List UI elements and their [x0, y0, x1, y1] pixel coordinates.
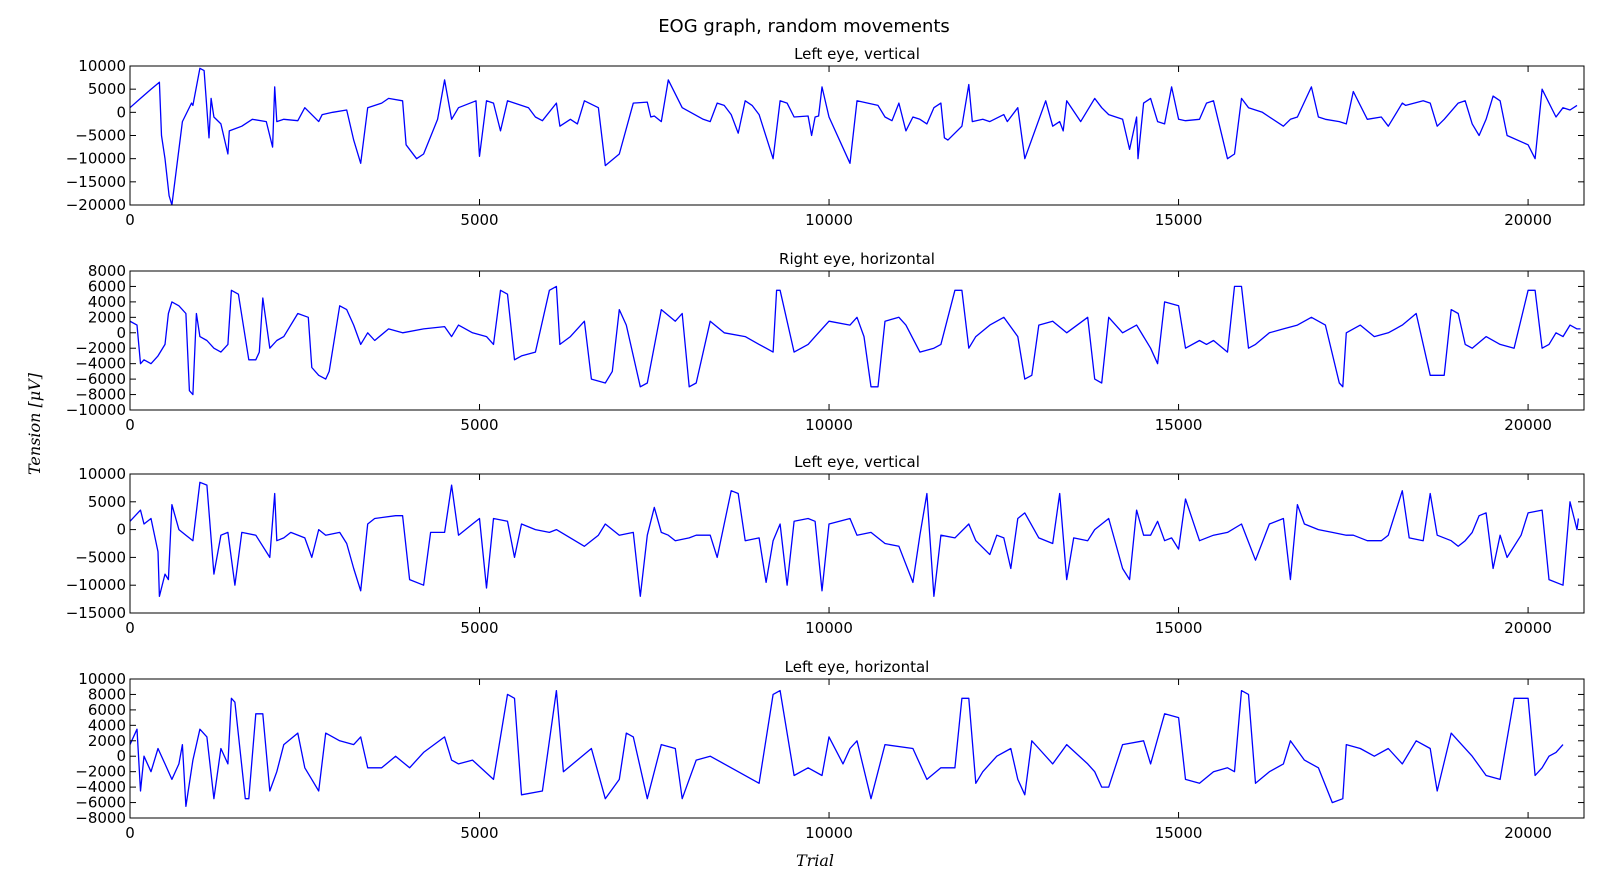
y-tick-label: −8000 — [75, 809, 126, 827]
x-tick-label: 5000 — [460, 211, 498, 229]
subplot-title: Left eye, horizontal — [785, 658, 930, 676]
y-tick-label: 0 — [116, 521, 126, 539]
x-tick-label: 15000 — [1155, 211, 1203, 229]
y-tick-label: −10000 — [66, 150, 126, 168]
signal-line — [130, 689, 1564, 808]
x-tick-label: 20000 — [1504, 824, 1552, 842]
x-tick-label: 10000 — [805, 211, 853, 229]
y-tick-label: −6000 — [75, 370, 126, 388]
y-axis-label: Tension [μV] — [25, 372, 44, 475]
y-tick-label: −8000 — [75, 386, 126, 404]
x-tick-label: 10000 — [805, 619, 853, 637]
y-tick-label: 2000 — [88, 732, 126, 750]
subplot-3: Left eye, vertical −15000 −10000 −5000 0 5000… — [66, 453, 1585, 637]
signal-line — [130, 285, 1581, 396]
y-tick-label: 10000 — [78, 57, 126, 75]
y-tick-label: −10000 — [66, 401, 126, 419]
signal-line — [130, 67, 1578, 205]
subplot-title: Left eye, vertical — [794, 453, 920, 471]
x-tick-label: 20000 — [1504, 619, 1552, 637]
y-tick-label: −4000 — [75, 778, 126, 796]
y-tick-label: −15000 — [66, 604, 126, 622]
figure-title: EOG graph, random movements — [658, 16, 950, 37]
y-tick-label: 0 — [116, 324, 126, 342]
axes-frame — [129, 65, 1585, 206]
x-tick-label: 5000 — [460, 824, 498, 842]
y-tick-label: 6000 — [88, 277, 126, 295]
x-tick-label: 10000 — [805, 824, 853, 842]
axes-frame — [129, 270, 1585, 411]
subplot-2: Right eye, horizontal −10000−8000−6000−40… — [66, 250, 1585, 434]
y-tick-label: −5000 — [75, 548, 126, 566]
y-tick-label: 10000 — [78, 670, 126, 688]
y-tick-label: 0 — [116, 103, 126, 121]
y-tick-label: −15000 — [66, 173, 126, 191]
y-tick-label: 5000 — [88, 493, 126, 511]
y-tick-label: −6000 — [75, 794, 126, 812]
subplot-title: Right eye, horizontal — [779, 250, 935, 268]
x-tick-label: 5000 — [460, 619, 498, 637]
axes-frame — [129, 473, 1585, 614]
y-tick-label: 8000 — [88, 262, 126, 280]
x-tick-label: 0 — [125, 416, 135, 434]
y-tick-label: 6000 — [88, 701, 126, 719]
subplot-title: Left eye, vertical — [794, 45, 920, 63]
x-tick-label: 15000 — [1155, 619, 1203, 637]
axes-frame — [129, 678, 1585, 819]
x-tick-label: 5000 — [460, 416, 498, 434]
y-tick-label: 2000 — [88, 308, 126, 326]
subplot-1: Left eye, vertical −20000 −15000 −10000 −500… — [66, 45, 1585, 229]
x-tick-label: 0 — [125, 211, 135, 229]
x-tick-label: 10000 — [805, 416, 853, 434]
y-tick-label: −5000 — [75, 127, 126, 145]
y-tick-label: 10000 — [78, 465, 126, 483]
y-tick-label: 4000 — [88, 716, 126, 734]
x-tick-label: 20000 — [1504, 211, 1552, 229]
x-tick-label: 15000 — [1155, 824, 1203, 842]
y-tick-label: −20000 — [66, 196, 126, 214]
y-tick-label: 0 — [116, 747, 126, 765]
y-tick-label: 5000 — [88, 80, 126, 98]
y-tick-label: −10000 — [66, 576, 126, 594]
x-tick-label: 15000 — [1155, 416, 1203, 434]
y-tick-label: −2000 — [75, 763, 126, 781]
y-tick-label: −4000 — [75, 355, 126, 373]
y-tick-label: 8000 — [88, 685, 126, 703]
x-tick-label: 20000 — [1504, 416, 1552, 434]
x-axis-label: Trial — [796, 851, 834, 870]
y-tick-label: 4000 — [88, 293, 126, 311]
signal-line — [130, 481, 1580, 597]
x-tick-label: 0 — [125, 619, 135, 637]
y-tick-label: −2000 — [75, 339, 126, 357]
subplot-panels: Left eye, vertical−20000−15000−10000−500… — [66, 45, 1585, 842]
subplot-4: Left eye, horizontal −8000−6000−4000−2000… — [75, 658, 1585, 842]
x-tick-label: 0 — [125, 824, 135, 842]
